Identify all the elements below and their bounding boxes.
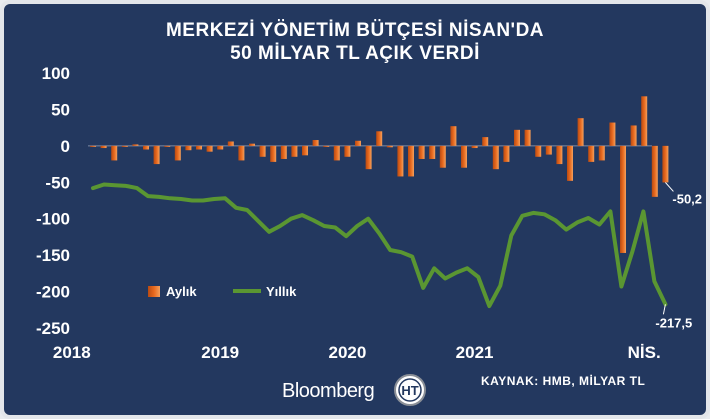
line-path bbox=[91, 182, 668, 309]
bar bbox=[662, 145, 669, 183]
x-tick-label: NİS. bbox=[628, 343, 661, 362]
bar bbox=[514, 129, 520, 146]
annotation-yillik-last: -217,5 bbox=[655, 315, 692, 330]
bloomberg-logo: Bloomberg bbox=[282, 380, 374, 402]
bar bbox=[185, 145, 192, 151]
bar bbox=[132, 144, 139, 146]
x-tick-label: 2020 bbox=[328, 343, 366, 362]
ht-logo-letters: HT bbox=[401, 383, 418, 398]
bar bbox=[333, 145, 340, 161]
bar bbox=[376, 131, 383, 146]
bar bbox=[111, 145, 118, 161]
y-tick-label: -200 bbox=[36, 283, 70, 302]
bar bbox=[386, 145, 393, 148]
chart-title-line-1: MERKEZİ YÖNETİM BÜTÇESİ NİSAN'DA bbox=[166, 20, 544, 41]
bar bbox=[630, 125, 637, 146]
bar bbox=[567, 145, 573, 181]
y-tick-label: -250 bbox=[36, 319, 70, 338]
x-tick-label: 2021 bbox=[456, 343, 494, 362]
annotation-leader-aylik bbox=[665, 182, 674, 192]
y-tick-label: -50 bbox=[45, 173, 70, 192]
annotation-aylik-last: -50,2 bbox=[672, 191, 702, 206]
bar bbox=[196, 145, 202, 150]
bar bbox=[397, 145, 404, 177]
bar bbox=[524, 129, 531, 146]
bar bbox=[429, 145, 436, 159]
bar bbox=[461, 145, 467, 168]
bar bbox=[143, 145, 149, 150]
x-tick-label: 2019 bbox=[201, 343, 239, 362]
bar bbox=[227, 141, 234, 146]
bar bbox=[238, 145, 245, 161]
bar bbox=[450, 126, 457, 146]
bar bbox=[153, 145, 160, 165]
bar bbox=[280, 145, 287, 159]
bar bbox=[90, 145, 96, 147]
bar bbox=[249, 143, 255, 146]
y-tick-label: 50 bbox=[51, 100, 70, 119]
bar-series bbox=[90, 96, 669, 253]
bar bbox=[609, 122, 616, 146]
y-tick-label: -150 bbox=[36, 246, 70, 265]
bar bbox=[355, 140, 361, 146]
x-axis: 2018 2019 2020 2021 NİS. bbox=[53, 343, 661, 362]
legend-label-aylik: Aylık bbox=[166, 284, 197, 299]
bar bbox=[598, 145, 605, 161]
bar bbox=[482, 137, 489, 146]
bar bbox=[418, 145, 425, 159]
bar bbox=[651, 145, 658, 197]
bar bbox=[556, 145, 563, 165]
bar bbox=[217, 145, 224, 150]
bar bbox=[344, 145, 351, 157]
bar bbox=[577, 118, 584, 146]
legend-swatch-aylik bbox=[148, 286, 160, 297]
y-tick-label: 100 bbox=[42, 64, 70, 83]
chart-title-line-2: 50 MİLYAR TL AÇIK VERDİ bbox=[230, 43, 480, 64]
bar bbox=[503, 145, 510, 162]
bar bbox=[164, 145, 171, 147]
bar bbox=[174, 145, 181, 161]
y-tick-label: -100 bbox=[36, 210, 70, 229]
bar bbox=[545, 145, 552, 155]
bar bbox=[365, 145, 372, 170]
bar bbox=[270, 145, 277, 162]
bar bbox=[259, 145, 266, 157]
bar bbox=[312, 140, 319, 146]
bar bbox=[408, 145, 414, 177]
bar bbox=[291, 145, 298, 157]
bar bbox=[471, 145, 478, 149]
bar bbox=[206, 145, 213, 152]
y-axis: 100 50 0 -50 -100 -150 -200 -250 bbox=[36, 64, 652, 338]
legend: Aylık Yıllık bbox=[148, 284, 297, 299]
bar bbox=[302, 145, 308, 156]
bar bbox=[121, 145, 128, 147]
bar bbox=[100, 145, 107, 149]
bar bbox=[535, 145, 542, 157]
bar bbox=[323, 145, 330, 147]
bar bbox=[620, 145, 626, 253]
legend-label-yillik: Yıllık bbox=[266, 284, 297, 299]
ht-logo-icon: HT bbox=[394, 374, 426, 406]
bar bbox=[439, 145, 446, 168]
annotation-leader-yillik bbox=[662, 304, 666, 315]
bar bbox=[588, 145, 595, 162]
x-tick-label: 2018 bbox=[53, 343, 91, 362]
bar bbox=[641, 96, 648, 146]
source-note: KAYNAK: HMB, MİLYAR TL bbox=[481, 373, 645, 388]
bar bbox=[492, 145, 499, 170]
line-series bbox=[91, 182, 668, 309]
y-tick-label: 0 bbox=[61, 137, 70, 156]
